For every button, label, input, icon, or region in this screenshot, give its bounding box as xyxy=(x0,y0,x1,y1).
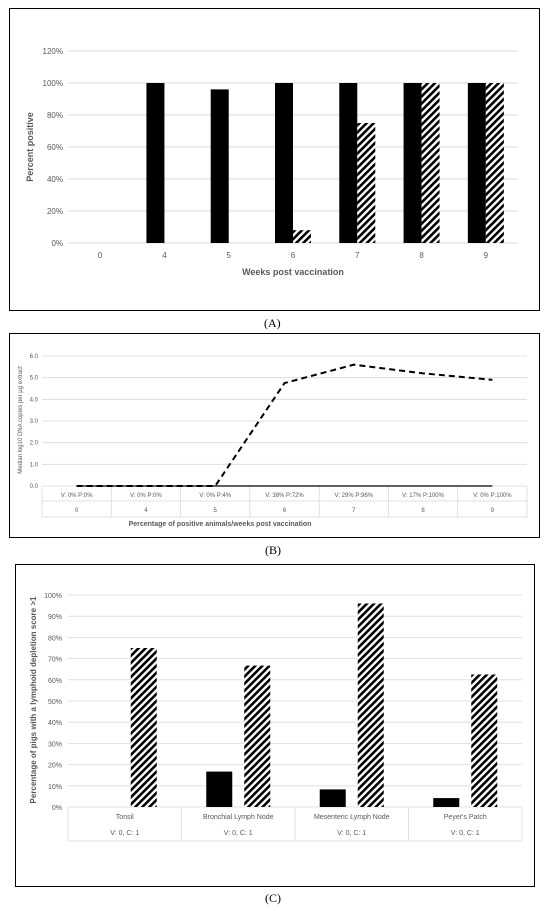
y-tick-label: 6.0 xyxy=(30,354,39,360)
bar xyxy=(403,83,422,243)
y-tick-label: 0% xyxy=(52,805,62,812)
y-tick-label: 5.0 xyxy=(30,376,39,382)
y-axis-title: Percent positive xyxy=(25,112,35,182)
y-axis-title: Median log10 DNA copies per µg extract xyxy=(18,366,24,474)
series-line xyxy=(76,363,493,487)
x-tick-label: 5 xyxy=(226,251,231,260)
panel-a-label: (A) xyxy=(264,316,281,330)
x-tick-label: 7 xyxy=(352,508,356,514)
x-tick-label: 4 xyxy=(162,251,167,260)
y-tick-label: 2.0 xyxy=(30,441,39,447)
panel-c-label: (C) xyxy=(265,891,281,905)
category-note: V: 0, C: 1 xyxy=(224,830,253,837)
x-tick-label: 4 xyxy=(144,508,148,514)
panel-b-frame xyxy=(9,333,540,538)
bar xyxy=(319,789,346,807)
y-tick-label: 60% xyxy=(47,143,63,152)
x-tick-label: 5 xyxy=(214,508,218,514)
y-tick-label: 50% xyxy=(48,699,62,706)
x-tick-label: Mesenteric Lymph Node xyxy=(314,814,390,821)
bar xyxy=(275,83,293,243)
y-tick-label: 80% xyxy=(48,635,62,642)
bar xyxy=(339,83,358,243)
y-tick-label: 0% xyxy=(51,239,63,248)
bar xyxy=(357,123,376,243)
bar xyxy=(357,603,384,807)
bar xyxy=(210,89,229,244)
bar xyxy=(130,648,157,807)
y-tick-label: 4.0 xyxy=(30,397,39,403)
y-tick-label: 10% xyxy=(48,784,62,791)
bar xyxy=(471,674,498,807)
panel-c-frame xyxy=(15,564,535,887)
category-note: V: 0% P:0% xyxy=(61,493,93,499)
category-note: V: 38% P:72% xyxy=(265,493,304,499)
x-tick-label: Tonsil xyxy=(116,814,134,821)
category-note: V: 29% P:96% xyxy=(335,493,374,499)
y-tick-label: 1.0 xyxy=(30,462,39,468)
bar xyxy=(206,771,233,807)
x-tick-label: Bronchial Lymph Node xyxy=(203,814,274,821)
category-note: V: 0, C: 1 xyxy=(110,830,139,837)
x-tick-label: 8 xyxy=(419,251,424,260)
x-axis-title: Weeks post vaccination xyxy=(242,267,344,277)
category-note: V: 0, C: 1 xyxy=(337,830,366,837)
x-tick-label: 6 xyxy=(291,251,296,260)
x-tick-label: 0 xyxy=(98,251,103,260)
y-tick-label: 80% xyxy=(47,111,63,120)
y-tick-label: 3.0 xyxy=(30,419,39,425)
bar xyxy=(485,83,504,243)
category-note: V: 0, C: 1 xyxy=(451,830,480,837)
panel-b-label: (B) xyxy=(265,543,281,557)
y-tick-label: 60% xyxy=(48,678,62,685)
category-note: V: 0% P:4% xyxy=(199,493,231,499)
y-tick-label: 20% xyxy=(48,763,62,770)
panel-a-frame xyxy=(9,8,540,311)
x-tick-label: 8 xyxy=(421,508,425,514)
category-note: V: 17% P:100% xyxy=(402,493,444,499)
x-tick-label: 7 xyxy=(355,251,360,260)
y-axis-title: Percentage of pigs with a lymphoid deple… xyxy=(29,596,38,803)
y-tick-label: 70% xyxy=(48,657,62,664)
x-tick-label: Peyer's Patch xyxy=(444,814,487,821)
x-tick-label: 9 xyxy=(491,508,495,514)
y-tick-label: 20% xyxy=(47,207,63,216)
y-tick-label: 30% xyxy=(48,741,62,748)
y-tick-label: 100% xyxy=(44,593,62,600)
x-tick-label: 0 xyxy=(75,508,79,514)
y-tick-label: 90% xyxy=(48,614,62,621)
bar xyxy=(146,83,165,243)
bar xyxy=(293,230,311,243)
y-tick-label: 0.0 xyxy=(30,484,39,490)
category-note: V: 0% P:0% xyxy=(130,493,162,499)
bar xyxy=(433,798,460,807)
x-axis-title: Percentage of positive animals/weeks pos… xyxy=(129,521,312,528)
x-tick-label: 6 xyxy=(283,508,287,514)
y-tick-label: 120% xyxy=(43,47,63,56)
bar xyxy=(244,665,271,807)
y-tick-label: 40% xyxy=(47,175,63,184)
y-tick-label: 100% xyxy=(43,79,63,88)
category-note: V: 0% P:100% xyxy=(473,493,512,499)
bar xyxy=(467,83,486,243)
x-tick-label: 9 xyxy=(484,251,489,260)
y-tick-label: 40% xyxy=(48,720,62,727)
bar xyxy=(421,83,440,243)
